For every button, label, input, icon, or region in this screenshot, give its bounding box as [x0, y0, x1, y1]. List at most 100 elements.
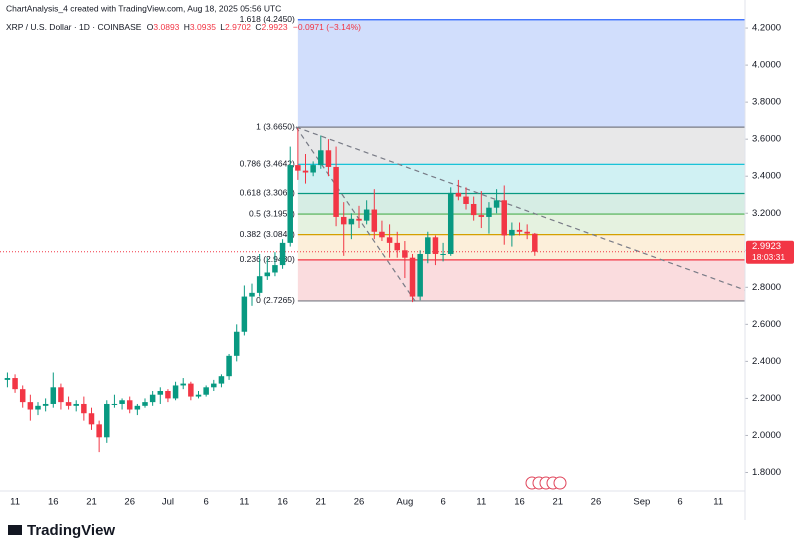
fib-label: 0.5 (3.1957) [249, 208, 295, 218]
y-tick-label: 3.6000 [752, 134, 781, 145]
candle-body [180, 383, 186, 386]
candle-body [58, 387, 64, 403]
candle-body [325, 150, 332, 167]
candle-body [425, 237, 431, 254]
candle-body [104, 403, 110, 438]
candle-body [142, 402, 148, 406]
x-tick-label: 6 [677, 497, 682, 508]
candle-body [218, 376, 225, 384]
fib-zone [297, 234, 745, 260]
x-tick-label: 21 [316, 497, 327, 508]
logo-mark [8, 525, 22, 535]
y-tick-label: 3.4000 [752, 171, 781, 182]
candle-body [188, 383, 194, 397]
y-tick-label: 2.6000 [752, 319, 781, 330]
ohlc-key: L [220, 22, 225, 32]
trend-line [295, 126, 416, 302]
x-tick-label: 21 [552, 497, 563, 508]
fib-zone [297, 214, 745, 235]
x-tick-label: 11 [10, 497, 20, 508]
candle-body [256, 276, 263, 293]
candles [4, 128, 538, 453]
candle-body [27, 402, 34, 410]
candle-body [516, 229, 523, 232]
fib-zone [297, 193, 745, 215]
candle-body [379, 231, 385, 238]
candle-body [195, 394, 202, 397]
candle-body [65, 402, 72, 406]
candle-body [348, 218, 355, 225]
x-tick-label: 6 [440, 497, 445, 508]
candle-body [88, 413, 95, 425]
candle-body [409, 257, 416, 297]
price-tag-countdown: 18:03:31 [752, 252, 785, 262]
x-tick-label: 11 [239, 497, 249, 508]
candle-body [386, 237, 393, 243]
y-tick-label: 2.8000 [752, 282, 781, 293]
candle-body [310, 165, 316, 173]
candle-body [241, 296, 248, 332]
candle-body [172, 385, 179, 399]
fib-label: 0.382 (3.0845) [240, 229, 295, 239]
candle-body [4, 378, 11, 380]
y-tick-label: 4.0000 [752, 60, 781, 71]
x-tick-label: Sep [633, 497, 650, 508]
x-tick-label: Aug [396, 497, 413, 508]
candle-body [111, 403, 118, 405]
candle-body [455, 192, 462, 197]
ohlc-value: 3.0893 [153, 22, 179, 32]
candle-body [233, 331, 240, 356]
candle-body [417, 253, 423, 297]
event-icons [525, 476, 567, 490]
ohlc-key: C [255, 22, 261, 32]
ohlc-key: H [184, 22, 190, 32]
x-tick-label: 26 [354, 497, 365, 508]
candle-body [35, 405, 41, 410]
candle-body [509, 229, 515, 236]
fib-zone [297, 164, 745, 194]
fib-label: 0.618 (3.3068) [240, 188, 295, 198]
candle-body [119, 400, 125, 404]
x-tick-label: 16 [277, 497, 288, 508]
candle-body [134, 405, 141, 410]
y-tick-label: 3.8000 [752, 97, 781, 108]
candle-body [19, 389, 26, 403]
candle-body [532, 233, 538, 252]
candle-body [478, 215, 485, 217]
credit: ChartAnalysis_4 created with TradingView… [6, 3, 281, 13]
ohlc-value: 2.9702 [225, 22, 251, 32]
x-tick-label: 21 [86, 497, 97, 508]
fib-zone [297, 259, 745, 301]
symbol: XRP / U.S. Dollar · 1D · COINBASE [6, 22, 142, 32]
fib-zones [297, 19, 745, 301]
candle-body [402, 250, 408, 258]
candle-body [486, 207, 492, 217]
legend-line: XRP / U.S. Dollar · 1D · COINBASE O3.089… [6, 22, 361, 32]
x-tick-label: 26 [124, 497, 135, 508]
fib-label: 1.618 (4.2450) [240, 14, 295, 24]
candle-body [302, 170, 309, 173]
candle-body [279, 242, 286, 266]
candle-body [524, 231, 530, 234]
candle-body [203, 387, 209, 395]
event-icon [553, 476, 567, 490]
y-tick-label: 4.2000 [752, 23, 781, 34]
candle-body [432, 237, 439, 254]
y-tick-label: 2.2000 [752, 393, 781, 404]
candle-body [126, 400, 133, 410]
x-tick-label: 11 [713, 497, 723, 508]
candle-body [149, 394, 156, 403]
trend-line [295, 126, 746, 291]
candle-body [264, 272, 271, 277]
brand-logo: TradingView [8, 522, 115, 539]
candle-body [493, 200, 500, 208]
fib-zone [297, 19, 745, 128]
x-tick-label: Jul [162, 497, 174, 508]
candle-body [249, 292, 255, 297]
fib-zone [297, 127, 745, 165]
candle-body [226, 355, 232, 377]
fib-label: 1 (3.6650) [256, 121, 295, 131]
candle-body [73, 403, 79, 406]
x-tick-label: 6 [203, 497, 208, 508]
candle-body [363, 209, 370, 221]
